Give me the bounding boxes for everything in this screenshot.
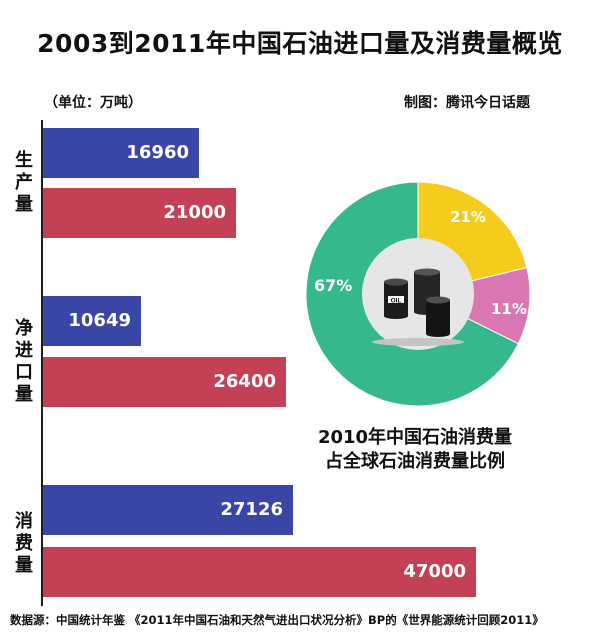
bar-production-2011: 21000 <box>43 188 236 238</box>
bar-production-2003: 16960 <box>43 128 199 178</box>
bar-net-import-2011: 26400 <box>43 357 286 407</box>
bar-net-import-2003: 10649 <box>43 296 141 346</box>
category-label-net-import: 净进口量 <box>15 318 33 405</box>
donut-caption: 2010年中国石油消费量 占全球石油消费量比例 <box>300 426 530 474</box>
bar-consumption-2011: 47000 <box>43 547 476 597</box>
slice-label-china: 中国 <box>534 302 565 320</box>
unit-label: （单位：万吨） <box>44 95 142 111</box>
slice-label-others: 其他国家 <box>233 278 298 297</box>
bar-value-label: 21000 <box>163 202 226 223</box>
bar-value-label: 16960 <box>126 142 189 163</box>
y-axis-line <box>41 120 43 606</box>
svg-text:OIL: OIL <box>391 298 402 305</box>
bar-value-label: 10649 <box>68 310 131 331</box>
bar-value-label: 27126 <box>220 499 283 520</box>
chart-title: 2003到2011年中国石油进口量及消费量概览 <box>37 29 563 58</box>
category-label-consumption: 消费量 <box>15 511 33 576</box>
donut-caption-line2: 占全球石油消费量比例 <box>325 451 505 472</box>
source-note: 数据源：中国统计年鉴 《2011年中国石油和天然气进出口状况分析》BP的《世界能… <box>10 613 544 627</box>
donut-caption-line1: 2010年中国石油消费量 <box>317 427 513 448</box>
category-label-production: 生产量 <box>15 150 33 215</box>
slice-value-china: 11% <box>491 300 527 318</box>
oil-barrels-icon: OIL <box>362 238 474 350</box>
slice-value-usa: 21% <box>450 208 486 226</box>
credit-label: 制图：腾讯今日话题 <box>404 95 530 111</box>
slice-value-others: 67% <box>314 276 353 295</box>
bar-value-label: 47000 <box>403 561 466 582</box>
bar-consumption-2003: 27126 <box>43 485 293 535</box>
bar-value-label: 26400 <box>213 371 276 392</box>
